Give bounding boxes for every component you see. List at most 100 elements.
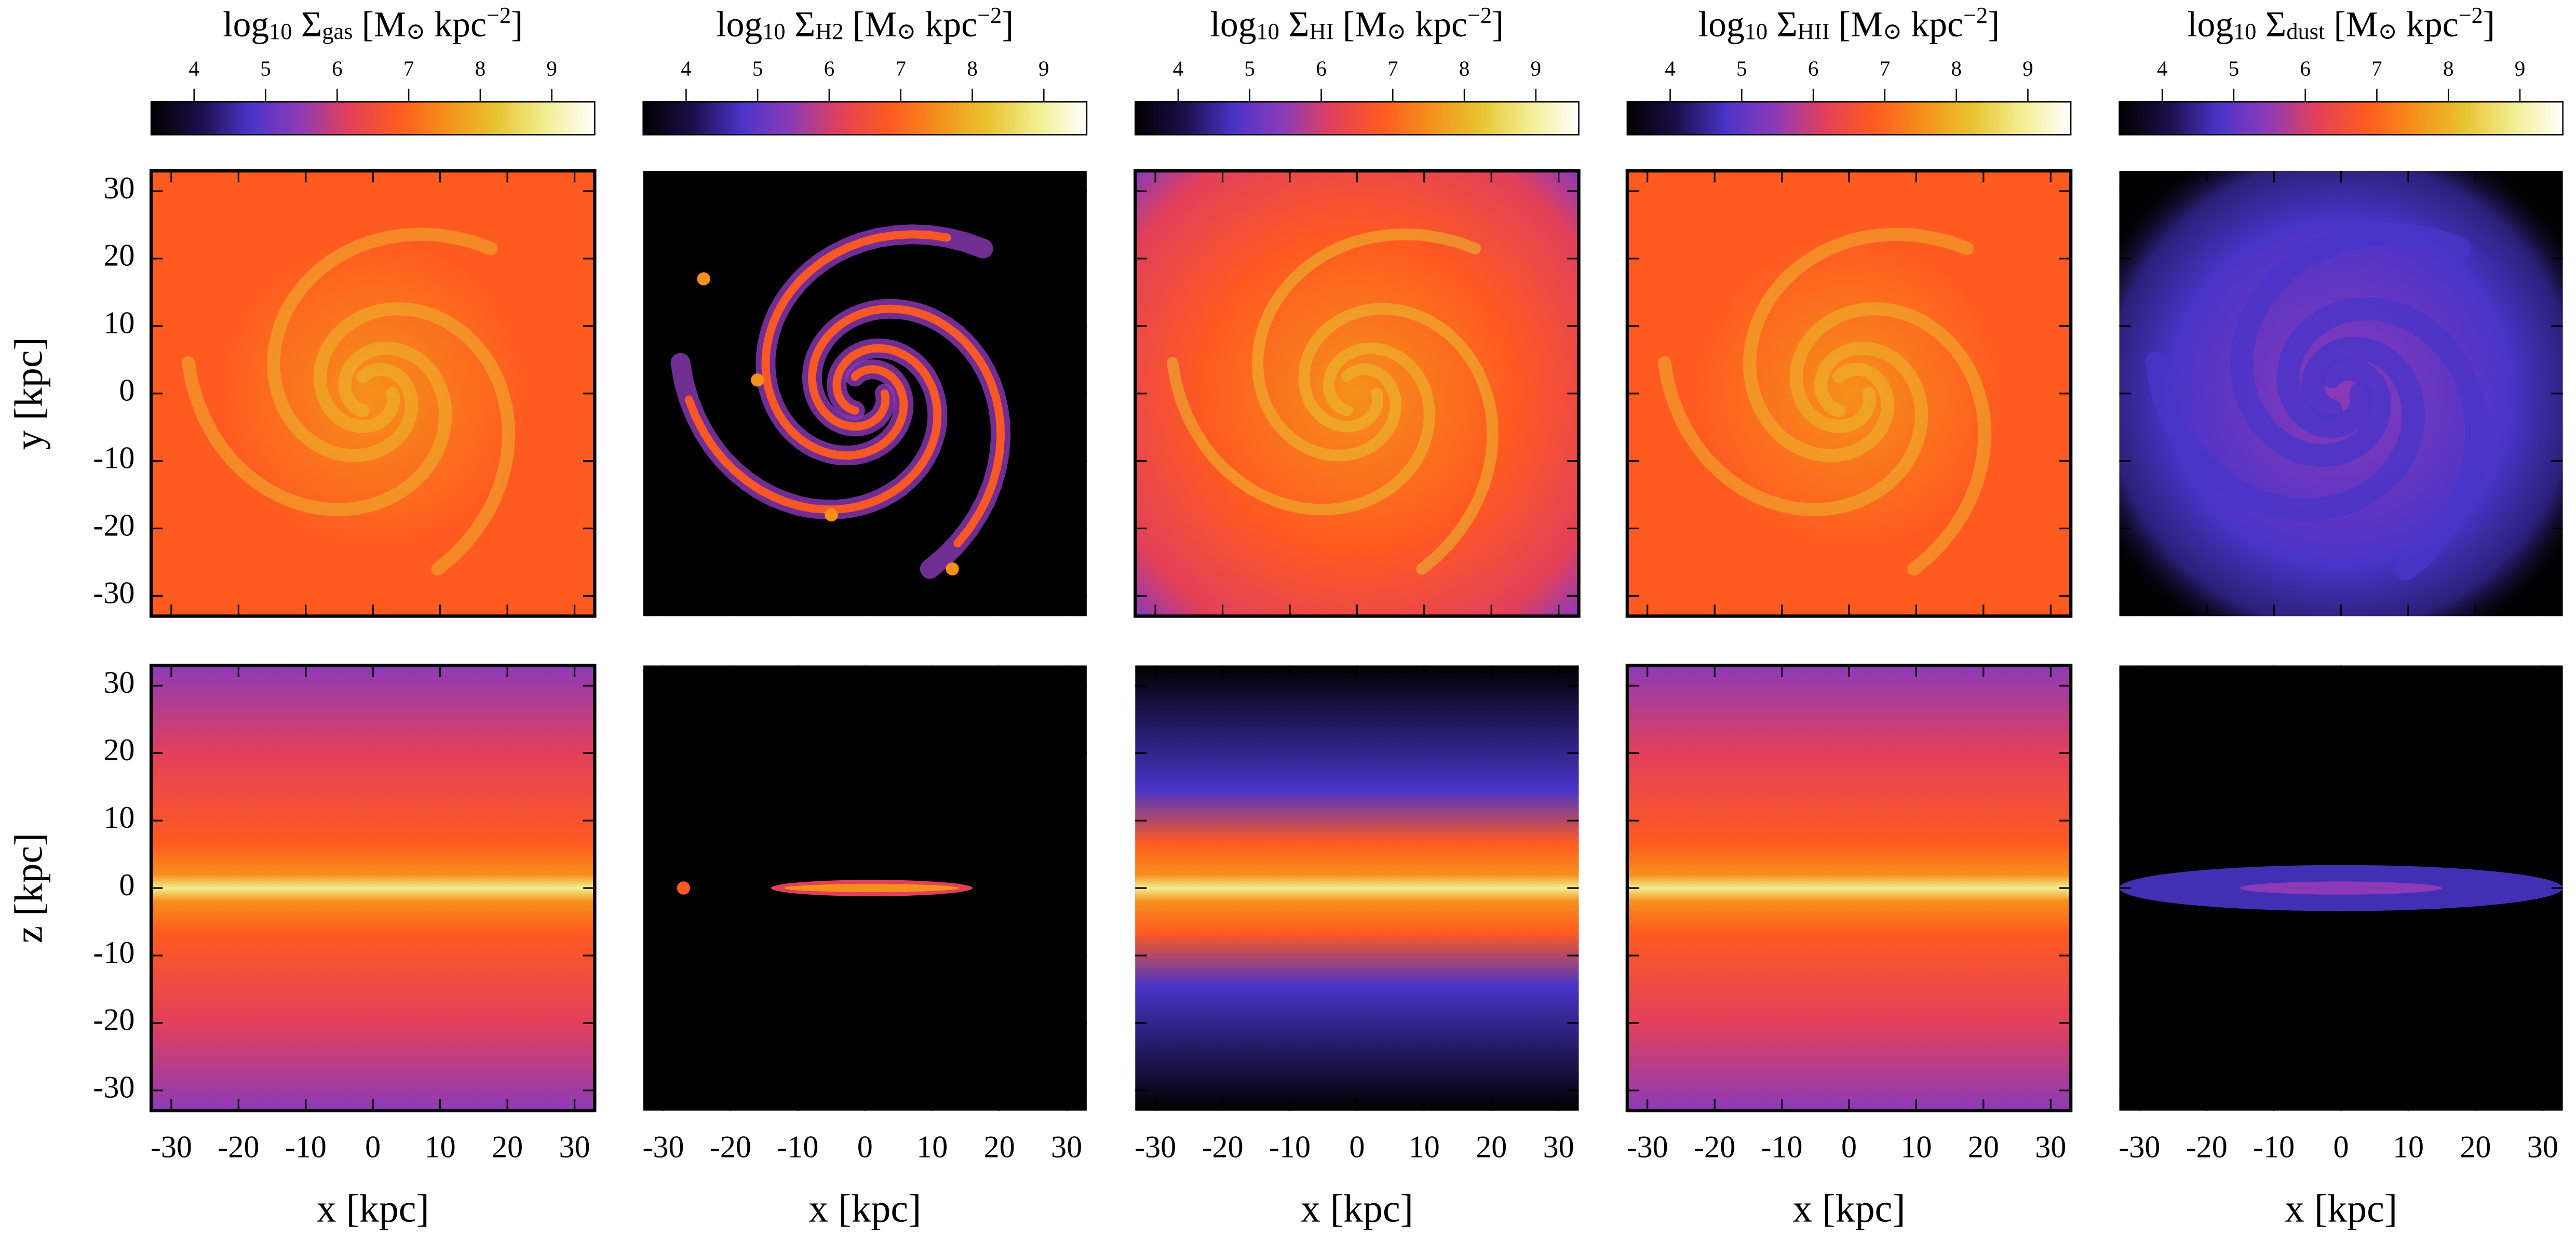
x-tick-label: 0: [1349, 1130, 1365, 1165]
label-part: ⊙: [1883, 19, 1902, 44]
colorbar-tick-label: 8: [1951, 56, 1962, 80]
colorbar-tick-label: 6: [1316, 56, 1327, 80]
colorbar-tick-label: 5: [260, 56, 271, 80]
x-tick-label: -20: [218, 1130, 259, 1165]
x-tick-label: 0: [365, 1130, 381, 1165]
colorbar-tick-label: 9: [546, 56, 557, 80]
x-tick-label: -10: [1761, 1130, 1802, 1165]
y-tick-label: 10: [103, 306, 134, 341]
x-tick-label: 30: [559, 1130, 590, 1165]
label-part: ]: [1002, 5, 1014, 45]
map-image: [2119, 665, 2563, 1111]
label-part: kpc: [1902, 5, 1963, 45]
x-tick-label: -30: [642, 1130, 684, 1165]
x-tick-label: 0: [1841, 1130, 1857, 1165]
label-part: [M: [1829, 5, 1882, 45]
colorbar-tick-label: 7: [403, 56, 414, 80]
label-part: −2: [1963, 3, 1988, 28]
label-part: kpc: [1406, 5, 1467, 45]
map-glow: [1627, 171, 2071, 616]
colorbar-tick-label: 8: [2443, 56, 2454, 80]
colorbar-tick-label: 6: [1808, 56, 1819, 80]
spiral-arm: [2276, 297, 2489, 581]
map-image: [2119, 171, 2563, 616]
label-part: ]: [511, 5, 523, 45]
colorbar-label: log10 ΣHII [M⊙ kpc−2]: [1698, 3, 2000, 45]
x-tick-label: 20: [492, 1130, 523, 1165]
spiral-arm: [1167, 342, 1435, 516]
disk-core: [784, 884, 960, 893]
label-part: 10: [1257, 19, 1279, 44]
x-axis-label: x [kpc]: [1301, 1187, 1413, 1230]
map-image: [643, 665, 1087, 1111]
x-tick-label: 0: [857, 1130, 873, 1165]
y-tick-label: -20: [93, 508, 134, 543]
x-tick-label: -30: [2119, 1130, 2160, 1165]
map-glow: [151, 171, 595, 616]
y-tick-label: -20: [93, 1003, 134, 1038]
label-part: [M: [2325, 5, 2378, 45]
clump: [946, 562, 959, 576]
colorbar-tick-label: 5: [1244, 56, 1255, 80]
y-tick-label: -30: [93, 1070, 134, 1105]
y-tick-label: 0: [119, 373, 134, 408]
colorbar-tick-label: 4: [681, 56, 692, 80]
colorbar-tick-label: 4: [2157, 56, 2168, 80]
label-part: log: [223, 5, 269, 45]
x-tick-label: 10: [1900, 1130, 1932, 1165]
clump: [825, 508, 838, 522]
label-part: [M: [1333, 5, 1386, 45]
x-tick-label: -20: [1694, 1130, 1735, 1165]
colorbar-tick-label: 7: [2371, 56, 2382, 80]
y-axis-label: y [kpc]: [7, 337, 51, 450]
map-image: [1627, 665, 2071, 1111]
x-tick-label: 10: [1409, 1130, 1440, 1165]
x-tick-label: -10: [1269, 1130, 1311, 1165]
x-tick-label: 20: [2460, 1130, 2491, 1165]
colorbar: [2119, 101, 2564, 136]
label-part: HI: [1310, 19, 1334, 44]
x-tick-label: 10: [2393, 1130, 2424, 1165]
map-glow: [1135, 665, 1579, 1111]
colorbar-tick-label: 7: [1387, 56, 1398, 80]
colorbar-tick-label: 8: [1459, 56, 1470, 80]
map-glow: [151, 665, 595, 1111]
label-part: Σ: [1279, 5, 1310, 45]
label-part: 10: [762, 19, 785, 44]
y-tick-label: -30: [93, 575, 134, 610]
x-tick-label: 20: [984, 1130, 1015, 1165]
x-tick-label: -30: [151, 1130, 192, 1165]
spiral-arm: [1658, 342, 1928, 516]
x-tick-label: 10: [425, 1130, 456, 1165]
label-part: Σ: [292, 5, 322, 45]
label-part: ⊙: [406, 19, 425, 44]
x-tick-label: -20: [2186, 1130, 2228, 1165]
colorbar: [1134, 101, 1580, 136]
x-axis-label: x [kpc]: [2285, 1187, 2397, 1230]
colorbar: [1626, 101, 2072, 136]
colorbar-tick-label: 8: [475, 56, 486, 80]
colorbar-tick-label: 6: [824, 56, 835, 80]
y-axis-label: z [kpc]: [7, 833, 51, 944]
x-tick-label: 30: [2527, 1130, 2558, 1165]
label-part: −2: [977, 3, 1002, 28]
label-part: −2: [1467, 3, 1492, 28]
y-tick-label: 20: [103, 733, 134, 768]
label-part: ⊙: [897, 19, 916, 44]
x-tick-label: 20: [1968, 1130, 1999, 1165]
disk-core: [2240, 881, 2442, 895]
spiral-arm: [1298, 303, 1499, 575]
x-axis-label: x [kpc]: [1792, 1187, 1905, 1230]
spiral-arm: [807, 304, 1005, 548]
label-part: 10: [269, 19, 292, 44]
map-image: [151, 171, 595, 616]
x-tick-label: -20: [1202, 1130, 1243, 1165]
x-tick-label: -10: [777, 1130, 818, 1165]
label-part: Σ: [785, 5, 815, 45]
spiral-arm: [2145, 337, 2425, 521]
label-part: kpc: [2397, 5, 2459, 45]
label-part: kpc: [916, 5, 977, 45]
x-tick-label: 30: [1051, 1130, 1082, 1165]
